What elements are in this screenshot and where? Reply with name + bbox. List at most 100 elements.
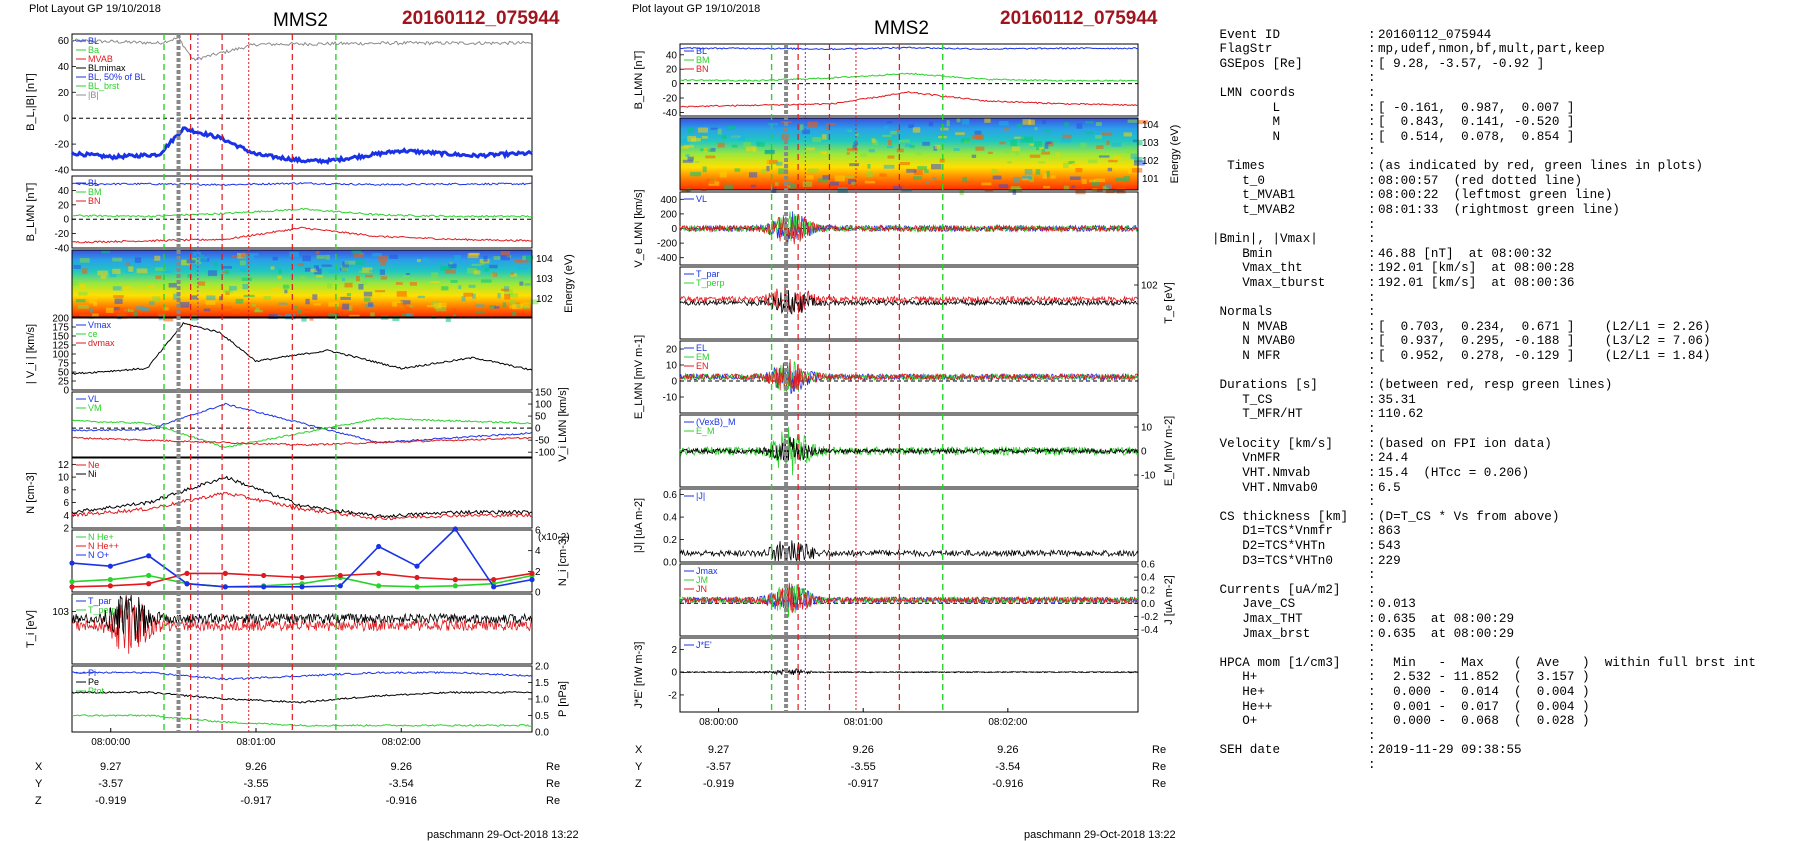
y-tick-label: 0 (671, 377, 677, 388)
heatmap-cell (351, 250, 362, 254)
heatmap-cell (1062, 134, 1072, 140)
chart-panel-right-3: 400 200 0 -200 -400 V_e LMN [km/s] VL (633, 189, 1139, 268)
heatmap-cell (1091, 180, 1100, 187)
y-tick-label: 100 (52, 350, 69, 361)
heatmap-cell (154, 267, 166, 271)
heatmap-cell (687, 127, 694, 133)
heatmap-cell (694, 160, 700, 164)
legend-entry: Ni (88, 469, 97, 479)
heatmap-cell (1038, 161, 1046, 164)
heatmap-cell (341, 265, 349, 272)
y-tick-label: 100 (535, 400, 552, 411)
heatmap-cell (1036, 146, 1040, 151)
heatmap-cell (502, 302, 507, 308)
summary-colon: : (1368, 422, 1376, 437)
y-tick-label: -2 (668, 690, 677, 701)
heatmap-cell (113, 295, 124, 298)
heatmap-cell (162, 270, 172, 274)
heatmap-cell (1064, 122, 1069, 127)
heatmap-cell (701, 136, 708, 139)
heatmap-cell (817, 178, 829, 183)
heatmap-cell (1130, 153, 1138, 160)
heatmap-cell (888, 139, 892, 146)
summary-line: : (1212, 144, 1756, 159)
heatmap-cell (467, 253, 479, 259)
x-tick-label: 08:00:00 (699, 717, 738, 728)
summary-line: Bmin:46.88 [nT] at 08:00:32 (1212, 247, 1756, 262)
heatmap-cell (705, 155, 716, 159)
heatmap-cell (248, 253, 259, 256)
heatmap-cell (815, 181, 823, 185)
legend-entry: J*E' (696, 640, 712, 650)
summary-line: t_0:08:00:57 (red dotted line) (1212, 174, 1756, 189)
heatmap-cell (1022, 119, 1031, 125)
heatmap-cell (163, 316, 174, 322)
heatmap-cell (1010, 139, 1017, 146)
summary-value: 2.532 - 11.852 ( 3.157 ) (1378, 670, 1590, 685)
heatmap-cell (335, 313, 339, 318)
summary-line: M:[ 0.843, 0.141, -0.520 ] (1212, 115, 1756, 130)
heatmap-cell (844, 128, 852, 133)
heatmap-cell (822, 151, 827, 156)
heatmap-cell (222, 266, 232, 269)
x-tick-label: 08:01:00 (237, 737, 276, 748)
legend-entry: Vmax (88, 320, 112, 330)
heatmap-cell (148, 301, 155, 305)
y-tick-label: 20 (58, 200, 70, 211)
heatmap-cell (327, 283, 333, 289)
heatmap-cell (101, 250, 110, 254)
y-axis-label: E_M [mV m-2] (1163, 416, 1175, 486)
summary-colon: : (1368, 480, 1376, 495)
coord-value: -0.919 (95, 795, 126, 807)
heatmap-cell (1063, 185, 1070, 190)
y-tick-label: -20 (55, 140, 70, 151)
summary-key: t_MVAB1 (1212, 188, 1296, 203)
summary-key: L (1212, 100, 1281, 115)
heatmap-cell (961, 181, 971, 185)
heatmap-cell (738, 135, 745, 141)
series-point-N O+ (146, 553, 152, 559)
y-tick-label: 0 (63, 215, 69, 226)
heatmap-cell (891, 164, 899, 169)
summary-colon: : (1368, 86, 1376, 101)
heatmap-cell (917, 166, 927, 171)
heatmap-cell (727, 125, 736, 130)
heatmap-cell (510, 273, 517, 277)
heatmap-cell (802, 129, 810, 135)
coord-value: 9.26 (391, 761, 412, 773)
heatmap-cell (277, 275, 282, 280)
heatmap-cell (109, 271, 117, 278)
summary-key: N MFR (1212, 349, 1281, 364)
series-line-BL (71, 181, 533, 187)
summary-key: T_CS (1212, 392, 1273, 407)
heatmap-cell (1034, 141, 1043, 147)
heatmap-cell (302, 309, 313, 313)
series-point-N He+ (107, 577, 113, 583)
series-line-BM (71, 207, 533, 218)
heatmap-cell (753, 146, 757, 153)
heatmap-cell (1111, 142, 1122, 147)
y-tick-label: 4 (535, 546, 541, 557)
y-tick-label: 0 (63, 114, 69, 125)
heatmap-cell (940, 127, 949, 131)
summary-key: GSEpos [Re] (1212, 56, 1303, 71)
legend-entry: T_perp (696, 278, 725, 288)
series-point-N He+ (69, 579, 75, 585)
panel-frame (71, 391, 533, 458)
heatmap-cell (467, 267, 478, 274)
heatmap-cell (492, 272, 498, 277)
summary-colon: : (1368, 129, 1376, 144)
trace-red (679, 216, 1139, 245)
heatmap-cell (88, 295, 98, 300)
heatmap-cell (378, 256, 388, 262)
heatmap-cell (845, 175, 855, 179)
heatmap-cell (497, 293, 501, 299)
heatmap-cell (196, 256, 208, 262)
summary-colon: : (1368, 56, 1376, 71)
heatmap-cell (79, 283, 86, 290)
summary-key: T_MFR/HT (1212, 407, 1303, 422)
heatmap-cell (1021, 175, 1032, 180)
series-point-N He++ (184, 570, 190, 577)
heatmap-cell (463, 292, 473, 297)
heatmap-cell (409, 282, 418, 286)
